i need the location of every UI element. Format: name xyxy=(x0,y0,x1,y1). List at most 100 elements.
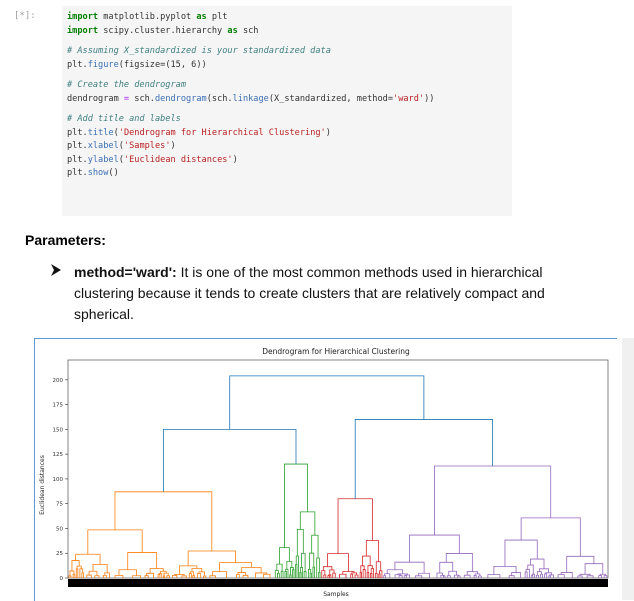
dendrogram-link xyxy=(178,565,198,575)
figure-frame xyxy=(34,338,617,601)
dendrogram-link xyxy=(603,575,608,578)
dendrogram-link xyxy=(394,574,402,578)
code-comment: # Create the dendrogram xyxy=(67,79,186,90)
dendrogram-link xyxy=(366,571,370,578)
dendrogram-link xyxy=(118,569,137,576)
dendrogram-link xyxy=(525,568,530,578)
dendrogram-link xyxy=(332,572,336,578)
dendrogram-link xyxy=(87,529,143,555)
dendrogram-link xyxy=(236,573,240,578)
dendrogram-link xyxy=(365,540,379,562)
dendrogram-link xyxy=(284,463,308,548)
output-scrollbar[interactable] xyxy=(622,338,634,600)
code-comment: # Assuming X_standardized is your standa… xyxy=(67,45,331,56)
dendrogram-link xyxy=(158,573,163,578)
dendrogram-link xyxy=(162,575,166,578)
dendrogram-link xyxy=(409,534,460,563)
y-tick-label: 200 xyxy=(53,378,64,384)
dendrogram-link xyxy=(76,565,82,569)
dendrogram-link xyxy=(560,572,573,578)
dendrogram-link xyxy=(378,573,381,578)
bullet-description: It is one of the most common methods use… xyxy=(74,264,545,322)
y-tick-label: 150 xyxy=(53,427,64,433)
code-line: import matplotlib.pyplot as plt xyxy=(67,12,228,22)
x-tick-band xyxy=(68,579,608,587)
dendrogram-link xyxy=(68,575,72,578)
dendrogram-link xyxy=(303,571,307,578)
dendrogram-link xyxy=(434,465,552,536)
dendrogram-link xyxy=(440,574,445,578)
dendrogram-link xyxy=(114,491,213,551)
dendrogram-link xyxy=(131,575,141,578)
dendrogram-link xyxy=(172,574,178,578)
dendrogram-link xyxy=(94,575,100,578)
dendrogram-link xyxy=(181,575,187,578)
dendrogram-link xyxy=(198,571,206,576)
dendrogram-link xyxy=(295,564,298,578)
dendrogram-link xyxy=(536,571,542,576)
dendrogram-link xyxy=(104,572,110,578)
cell-prompt: [*]: xyxy=(14,11,36,21)
dendrogram-link xyxy=(327,553,349,572)
dendrogram-link xyxy=(163,572,169,576)
code-cell[interactable]: [*]: import matplotlib.pyplot as plt imp… xyxy=(0,0,634,222)
dendrogram-link xyxy=(474,573,481,576)
dendrogram-link xyxy=(535,574,539,578)
dendrogram-link xyxy=(453,574,460,578)
dendrogram-link xyxy=(478,575,482,578)
dendrogram-link xyxy=(299,511,316,536)
dendrogram-link xyxy=(415,575,423,578)
dendrogram-link xyxy=(354,574,359,578)
dendrogram-link xyxy=(274,570,279,578)
dendrogram-link xyxy=(212,571,227,578)
dendrogram-link xyxy=(187,550,236,566)
dendrogram-link xyxy=(263,573,271,578)
code-editor[interactable]: import matplotlib.pyplot as plt import s… xyxy=(62,6,512,216)
dendrogram-link xyxy=(370,573,373,578)
dendrogram-link xyxy=(403,575,407,578)
dendrogram-link xyxy=(337,498,373,554)
chart-title: Dendrogram for Hierarchical Clustering xyxy=(262,347,410,356)
dendrogram-link xyxy=(318,571,321,578)
code-line: plt.xlabel('Samples') xyxy=(67,141,176,152)
dendrogram-link xyxy=(530,575,534,578)
dendrogram-link xyxy=(384,573,391,578)
dendrogram-link xyxy=(539,568,549,573)
dendrogram-link xyxy=(544,573,548,578)
bullet-text: method='ward': It is one of the most com… xyxy=(74,262,594,325)
parameters-heading: Parameters: xyxy=(25,232,106,248)
dendrogram-link xyxy=(524,571,528,578)
dendrogram-link xyxy=(276,563,283,572)
dendrogram-link xyxy=(557,574,565,578)
dendrogram-link xyxy=(312,566,316,578)
code-line: dendrogram = sch.dendrogram(sch.linkage(… xyxy=(67,93,435,104)
code-line: plt.show() xyxy=(67,168,119,179)
y-tick-label: 175 xyxy=(53,403,64,409)
dendrogram-link xyxy=(280,570,284,578)
dendrogram-link xyxy=(442,575,446,578)
dendrogram-link xyxy=(493,565,517,575)
plot-frame xyxy=(67,359,609,579)
dendrogram-link xyxy=(188,573,192,578)
code-comment: # Add title and labels xyxy=(67,113,181,124)
dendrogram-link xyxy=(290,567,294,575)
dendrogram-link xyxy=(159,570,167,574)
dendrogram-link xyxy=(292,569,295,578)
dendrogram-link xyxy=(309,572,312,578)
y-tick-label: 25 xyxy=(56,551,63,557)
dendrogram-link xyxy=(309,552,315,570)
dendrogram-link xyxy=(362,555,371,566)
y-tick-label: 50 xyxy=(56,526,63,532)
dendrogram-link xyxy=(86,574,92,578)
dendrogram-link xyxy=(72,573,76,578)
dendrogram-link xyxy=(584,563,604,575)
dendrogram-link xyxy=(209,575,216,578)
dendrogram-link xyxy=(504,539,538,567)
x-axis-label: Samples xyxy=(323,591,349,598)
dendrogram-link xyxy=(329,569,335,575)
dendrogram-link xyxy=(540,573,543,578)
dendrogram-link xyxy=(549,574,554,578)
dendrogram-link xyxy=(457,575,461,578)
dendrogram-link xyxy=(284,571,287,578)
dendrogram-link xyxy=(446,575,451,578)
